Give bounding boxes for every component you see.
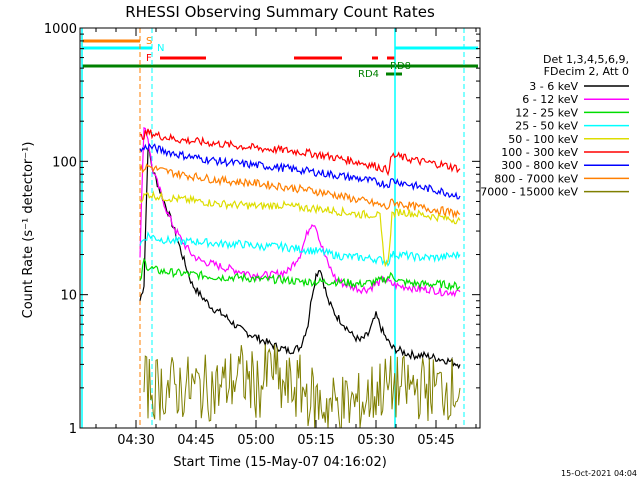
legend-label-4: 50 - 100 keV [508, 133, 578, 146]
series-line-3 [139, 230, 461, 267]
legend: Det 1,3,4,5,6,9,FDecim 2, Att 0 3 - 6 keV… [480, 53, 629, 199]
series-line-4 [139, 190, 461, 268]
y-tick-label: 100 [52, 155, 77, 170]
y-tick-label: 1 [69, 422, 77, 437]
legend-label-8: 7000 - 15000 keV [480, 186, 578, 199]
mode-label-n: N [157, 43, 164, 54]
x-tick-label: 04:30 [117, 433, 154, 448]
series-line-6 [139, 142, 461, 200]
y-axis-label: Count Rate (s⁻¹ detector⁻¹) [21, 142, 36, 319]
legend-label-2: 12 - 25 keV [515, 106, 578, 119]
legend-label-0: 3 - 6 keV [529, 80, 578, 93]
mode-label-s: S [146, 36, 152, 47]
legend-label-5: 100 - 300 keV [501, 146, 578, 159]
legend-label-1: 6 - 12 keV [522, 93, 578, 106]
x-axis-label: Start Time (15-May-07 04:16:02) [173, 455, 387, 470]
y-tick-label: 10 [60, 289, 77, 304]
plot-frame [79, 27, 481, 429]
legend-header: Det 1,3,4,5,6,9, [543, 53, 629, 66]
axes: 1 10 100 1000 04:30 04:45 05:00 05:15 05:30 05:45 [44, 22, 481, 448]
series-line-0 [139, 148, 461, 370]
legend-label-7: 800 - 7000 keV [494, 172, 578, 185]
series-line-7 [139, 163, 461, 219]
x-tick-label: 04:45 [177, 433, 214, 448]
mode-label-rd8: RD8 [390, 61, 411, 72]
x-tick-label: 05:00 [237, 433, 274, 448]
x-tick-label: 05:15 [297, 433, 334, 448]
mode-label-rd4: RD4 [358, 69, 379, 80]
plot-area [81, 28, 478, 428]
series-line-8 [143, 344, 461, 428]
legend-label-3: 25 - 50 keV [515, 120, 578, 133]
series-line-2 [139, 257, 461, 292]
chart-title: RHESSI Observing Summary Count Rates [125, 3, 435, 21]
y-tick-label: 1000 [44, 22, 77, 37]
x-tick-label: 05:30 [357, 433, 394, 448]
generation-timestamp: 15-Oct-2021 04:04 [561, 469, 637, 478]
series-line-1 [139, 127, 461, 298]
legend-label-6: 300 - 800 keV [501, 159, 578, 172]
legend-header: FDecim 2, Att 0 [544, 65, 629, 78]
series-line-5 [139, 128, 461, 177]
mode-label-f: F [146, 53, 152, 64]
x-tick-label: 05:45 [417, 433, 454, 448]
